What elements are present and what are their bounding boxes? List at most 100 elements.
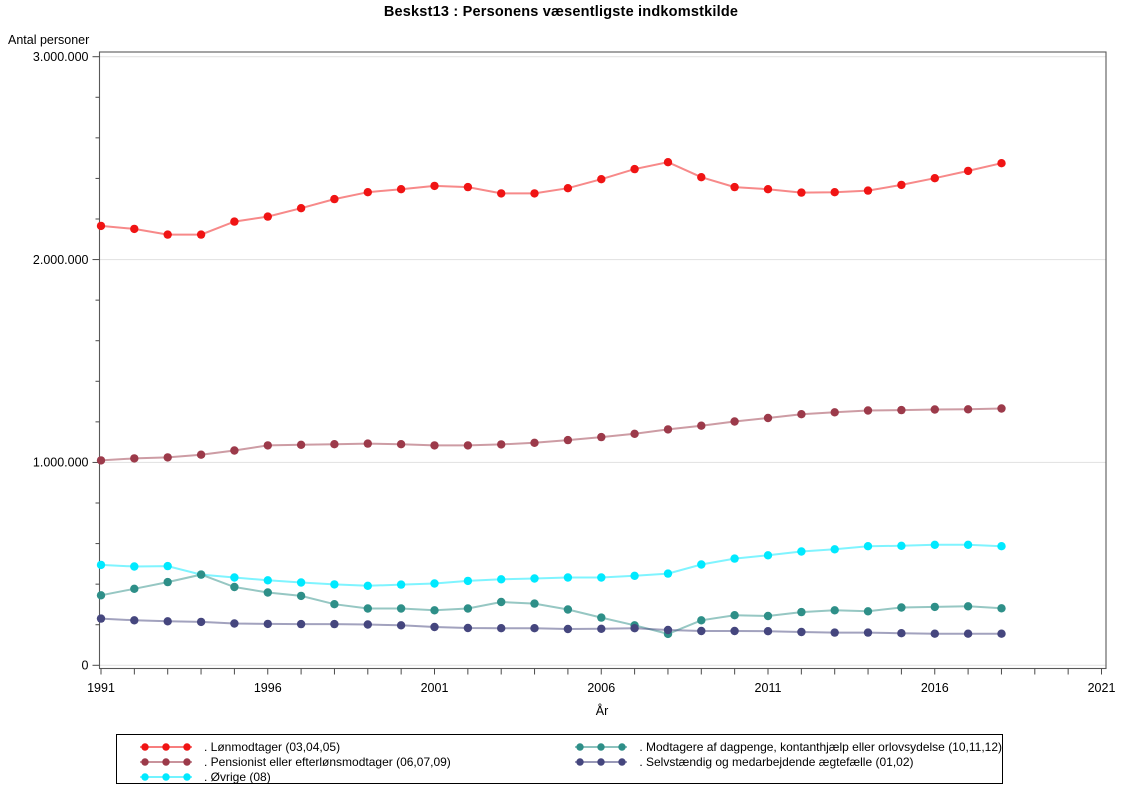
series-dagpenge: [96, 570, 1006, 639]
series-lonmodtager-point: [430, 181, 439, 191]
series-lonmodtager-point: [130, 224, 139, 234]
series-selvstaendig-point: [196, 617, 206, 627]
series-dagpenge-point: [396, 604, 406, 613]
series-selvstaendig-point: [997, 629, 1006, 638]
y-tick-label: 3.000.000: [33, 50, 89, 64]
plot-frame: [98, 51, 1107, 670]
legend-marker-ovrige: [140, 772, 192, 781]
series-dagpenge-point: [697, 616, 706, 625]
series-pensionist-line: [100, 407, 1002, 462]
series-dagpenge-point: [830, 606, 839, 615]
legend-column-right: . Modtagere af dagpenge, kontanthjælp el…: [572, 739, 1002, 769]
series-dagpenge-line: [100, 573, 1002, 635]
series-lonmodtager-point: [396, 185, 406, 194]
series-ovrige-point: [697, 560, 706, 569]
series-ovrige-point: [363, 581, 372, 590]
series-dagpenge-point: [196, 570, 206, 579]
series-pensionist-point: [597, 432, 606, 442]
series-selvstaendig-point: [730, 626, 739, 636]
series-pensionist-point: [497, 440, 506, 449]
series-selvstaendig-point: [663, 625, 673, 635]
series-lonmodtager: [96, 158, 1006, 239]
x-tick-label: 1996: [254, 681, 282, 695]
series-ovrige-point: [163, 561, 172, 571]
legend-label-pensionist: . Pensionist eller efterlønsmodtager (06…: [204, 754, 451, 769]
series-dagpenge-point: [530, 599, 539, 608]
series-ovrige-point: [563, 573, 573, 582]
series-pensionist-point: [730, 417, 739, 426]
series-pensionist-point: [930, 405, 939, 414]
series-selvstaendig-point: [963, 629, 973, 638]
series-ovrige-point: [330, 580, 339, 589]
series-lonmodtager-point: [597, 175, 606, 184]
series-pensionist-point: [330, 440, 339, 449]
y-tick-label: 0: [82, 659, 89, 673]
series-ovrige-point: [763, 551, 773, 560]
series-lonmodtager-point: [230, 217, 239, 226]
series-pensionist-point: [196, 450, 206, 459]
series-ovrige-point: [530, 574, 539, 583]
legend-entry-lonmodtager: . Lønmodtager (03,04,05): [137, 739, 572, 754]
series-dagpenge-point: [930, 602, 939, 612]
series-pensionist-point: [263, 441, 272, 450]
series-dagpenge-point: [230, 582, 239, 592]
series-selvstaendig-point: [363, 620, 372, 629]
series-lonmodtager-point: [730, 182, 739, 192]
series-ovrige-point: [997, 542, 1006, 551]
series-lonmodtager-point: [763, 185, 773, 194]
series-dagpenge-point: [96, 591, 106, 600]
series-pensionist-point: [963, 405, 973, 414]
chart-canvas: 0 1.000.000 2.000.000 3.000.000 1991 1996 2001…: [33, 50, 1116, 695]
series-pensionist: [96, 404, 1006, 465]
series-selvstaendig-point: [230, 619, 239, 628]
series-ovrige-point: [430, 579, 439, 588]
series-ovrige-point: [630, 571, 639, 580]
series-pensionist-point: [997, 404, 1006, 413]
series-selvstaendig-point: [897, 629, 906, 638]
series-ovrige-point: [597, 573, 606, 582]
series-lonmodtager-point: [697, 173, 706, 182]
series-pensionist-point: [130, 454, 139, 463]
series-lonmodtager-point: [830, 188, 839, 197]
series-lonmodtager-point: [997, 159, 1006, 168]
series-selvstaendig-point: [163, 617, 172, 626]
series-lonmodtager-point: [330, 194, 339, 204]
series-ovrige: [96, 540, 1006, 590]
y-tick-label: 1.000.000: [33, 456, 89, 470]
series-ovrige-point: [797, 547, 806, 556]
x-tick-label: 2011: [755, 681, 782, 695]
legend-marker-dagpenge: [575, 742, 628, 751]
series-dagpenge-point: [463, 604, 473, 613]
x-axis-label: År: [595, 704, 609, 718]
y-axis-label: Antal personer: [8, 33, 90, 47]
series-pensionist-point: [163, 453, 172, 462]
series-dagpenge-point: [863, 607, 873, 616]
series-pensionist-point: [96, 456, 106, 465]
x-tick-label: 1991: [87, 681, 115, 695]
series-lonmodtager-point: [463, 182, 473, 192]
series-selvstaendig-point: [930, 629, 939, 638]
series-ovrige-point: [96, 560, 106, 570]
series-selvstaendig-point: [530, 624, 539, 633]
series-pensionist-point: [797, 410, 806, 419]
series-selvstaendig-line: [100, 617, 1002, 635]
series-lonmodtager-point: [163, 230, 172, 239]
series-pensionist-point: [663, 425, 673, 434]
chart-title: Beskst13 : Personens væsentligste indkom…: [383, 4, 739, 20]
series-dagpenge-point: [963, 602, 973, 611]
y-tick-label: 2.000.000: [33, 253, 89, 267]
series-lonmodtager-point: [530, 189, 539, 198]
series-dagpenge-point: [263, 588, 272, 597]
series-ovrige-line: [100, 543, 1002, 587]
series-dagpenge-point: [797, 607, 806, 617]
series-selvstaendig-point: [630, 624, 639, 633]
series-selvstaendig-point: [497, 624, 506, 633]
series-selvstaendig-point: [130, 616, 139, 625]
legend-marker-selvstaendig: [575, 757, 628, 766]
series-dagpenge-point: [430, 606, 439, 615]
series-dagpenge-point: [997, 604, 1006, 613]
series-ovrige-point: [897, 541, 906, 550]
series-dagpenge-point: [296, 591, 306, 601]
series-lonmodtager-point: [497, 189, 506, 198]
legend-entry-dagpenge: . Modtagere af dagpenge, kontanthjælp el…: [572, 739, 1002, 754]
